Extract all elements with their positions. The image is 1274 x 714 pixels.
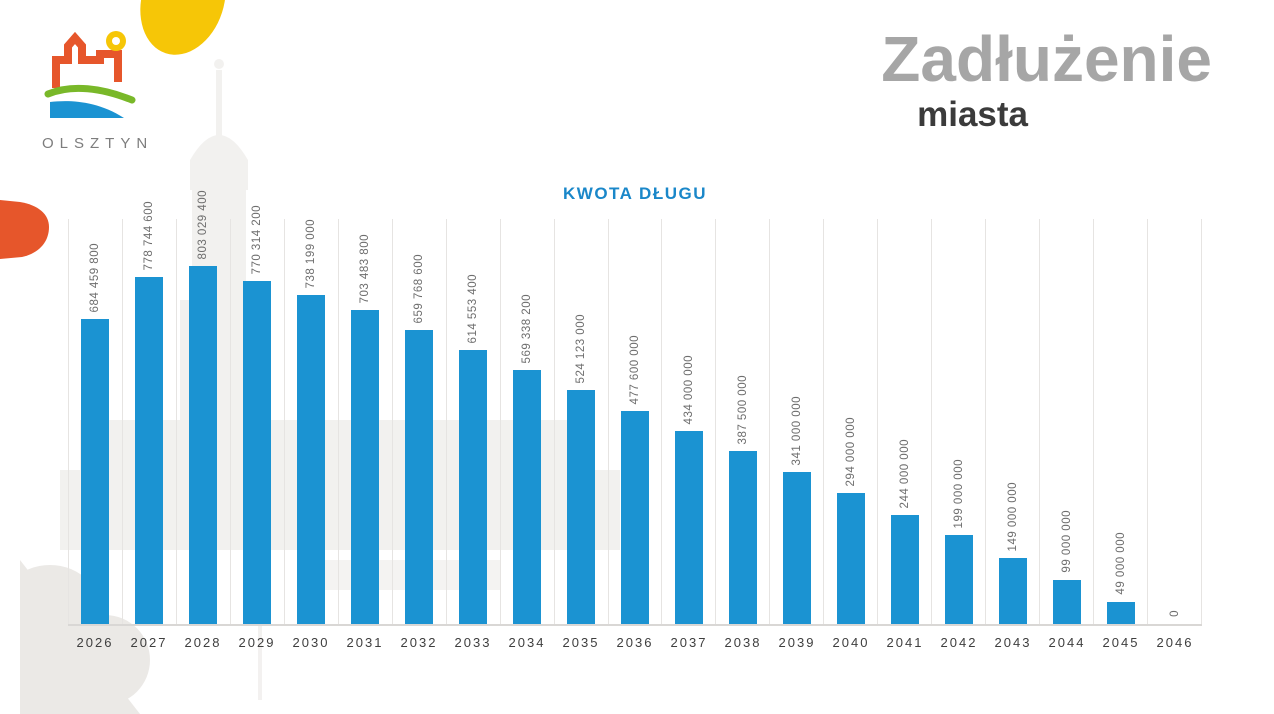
x-axis-label: 2033 xyxy=(454,635,492,650)
page-subtitle: miasta xyxy=(917,95,1028,135)
bar-value-label: 703 483 800 xyxy=(359,233,372,303)
bar-value-label: 684 459 800 xyxy=(89,242,102,312)
bar-value-label: 738 199 000 xyxy=(305,218,318,288)
bar xyxy=(728,451,757,624)
bar-value-label: 770 314 200 xyxy=(251,204,264,274)
bar-column: 778 744 600 xyxy=(123,201,177,624)
x-axis-label: 2043 xyxy=(994,635,1032,650)
x-axis-label: 2044 xyxy=(1048,635,1086,650)
bar-column: 703 483 800 xyxy=(339,219,393,624)
x-axis-label: 2031 xyxy=(346,635,384,650)
x-axis-label: 2045 xyxy=(1102,635,1140,650)
bar xyxy=(674,431,703,624)
bar xyxy=(243,281,272,624)
bar-column: 803 029 400 xyxy=(177,190,231,624)
bar xyxy=(621,411,649,624)
bar-value-label: 99 000 000 xyxy=(1060,510,1073,573)
bar-column: 524 123 000 xyxy=(555,219,609,624)
bar-value-label: 569 338 200 xyxy=(521,293,534,363)
bar-column: 434 000 000 xyxy=(662,219,717,624)
olsztyn-logo: OLSZTYN xyxy=(36,30,148,152)
x-axis-label: 2026 xyxy=(76,635,114,650)
bar-column: 149 000 000 xyxy=(986,219,1041,624)
bar-column: 294 000 000 xyxy=(824,219,879,624)
logo-city-name: OLSZTYN xyxy=(42,135,154,152)
x-axis-label: 2037 xyxy=(670,635,708,650)
bar xyxy=(1106,602,1135,624)
x-axis-label: 2027 xyxy=(130,635,168,650)
logo-blue-swoosh xyxy=(50,101,124,118)
bar-column: 770 314 200 xyxy=(231,205,285,624)
x-axis-label: 2028 xyxy=(184,635,222,650)
bar-value-label: 614 553 400 xyxy=(467,273,480,343)
bar xyxy=(135,277,164,624)
bar xyxy=(513,370,542,624)
orange-blob-decor xyxy=(0,200,49,259)
x-axis-label: 2029 xyxy=(238,635,276,650)
bar-value-label: 294 000 000 xyxy=(844,416,857,486)
bar-value-label: 341 000 000 xyxy=(790,395,803,465)
x-axis-label: 2034 xyxy=(508,635,546,650)
bar-column: 659 768 600 xyxy=(393,219,447,624)
bar xyxy=(836,493,865,624)
orange-blob-shape xyxy=(0,200,49,259)
x-axis-label: 2032 xyxy=(400,635,438,650)
bar-column: 387 500 000 xyxy=(716,219,771,624)
x-axis-label: 2046 xyxy=(1156,635,1194,650)
bar-value-label: 49 000 000 xyxy=(1114,532,1127,595)
bar xyxy=(297,295,326,624)
bar xyxy=(890,515,919,624)
plot-area: 684 459 800 778 744 600 803 029 400 770 314… xyxy=(68,190,1203,626)
x-axis-label: 2039 xyxy=(778,635,816,650)
bar-column: 569 338 200 xyxy=(501,219,555,624)
bar xyxy=(405,330,434,624)
bar-value-label: 0 xyxy=(1168,610,1181,617)
header: Zadłużenie miasta xyxy=(881,23,1212,135)
bar-column: 99 000 000 xyxy=(1040,219,1095,624)
bar xyxy=(782,472,811,624)
x-axis-label: 2042 xyxy=(940,635,978,650)
logo-green-swoosh xyxy=(44,84,136,104)
bar-value-label: 778 744 600 xyxy=(143,200,156,270)
bar xyxy=(351,310,380,624)
x-axis-label: 2038 xyxy=(724,635,762,650)
bar-value-label: 199 000 000 xyxy=(952,458,965,528)
bar-column: 684 459 800 xyxy=(68,219,123,624)
bar xyxy=(81,319,110,624)
x-axis-label: 2040 xyxy=(832,635,870,650)
bar-column: 614 553 400 xyxy=(447,219,501,624)
bar-column: 341 000 000 xyxy=(770,219,825,624)
logo-castle xyxy=(52,31,122,88)
chart-title: KWOTA DŁUGU xyxy=(563,184,707,203)
x-axis-label: 2036 xyxy=(616,635,654,650)
bar-column: 738 199 000 xyxy=(285,219,339,624)
bar-value-label: 149 000 000 xyxy=(1006,481,1019,551)
bar-value-label: 244 000 000 xyxy=(898,438,911,508)
bar xyxy=(189,266,218,624)
olsztyn-logo-mark xyxy=(44,31,136,118)
bar xyxy=(567,390,596,624)
x-axis-label: 2041 xyxy=(886,635,924,650)
bar-value-label: 803 029 400 xyxy=(197,189,210,259)
bar-value-label: 387 500 000 xyxy=(736,374,749,444)
bar xyxy=(1052,580,1081,624)
bar-value-label: 434 000 000 xyxy=(682,354,695,424)
bar-column: 477 600 000 xyxy=(609,219,663,624)
bar-column: 199 000 000 xyxy=(932,219,987,624)
debt-chart: KWOTA DŁUGU 684 459 800 778 744 600 803 02… xyxy=(68,184,1203,650)
bar-column: 49 000 000 xyxy=(1094,219,1149,624)
x-axis-label: 2035 xyxy=(562,635,600,650)
bar xyxy=(998,558,1027,624)
bar xyxy=(944,535,973,624)
bar xyxy=(459,350,488,624)
x-axis-label: 2030 xyxy=(292,635,330,650)
x-axis: 2026 2027 2028 2029 2030 2031 2032 2033 2034 2035… xyxy=(68,635,1202,650)
bar-value-label: 477 600 000 xyxy=(629,334,641,404)
bar-value-label: 659 768 600 xyxy=(413,253,426,323)
bar-column: 0 xyxy=(1148,219,1203,624)
bar-value-label: 524 123 000 xyxy=(575,313,588,383)
page-title: Zadłużenie xyxy=(881,23,1212,95)
bar-column: 244 000 000 xyxy=(878,219,933,624)
